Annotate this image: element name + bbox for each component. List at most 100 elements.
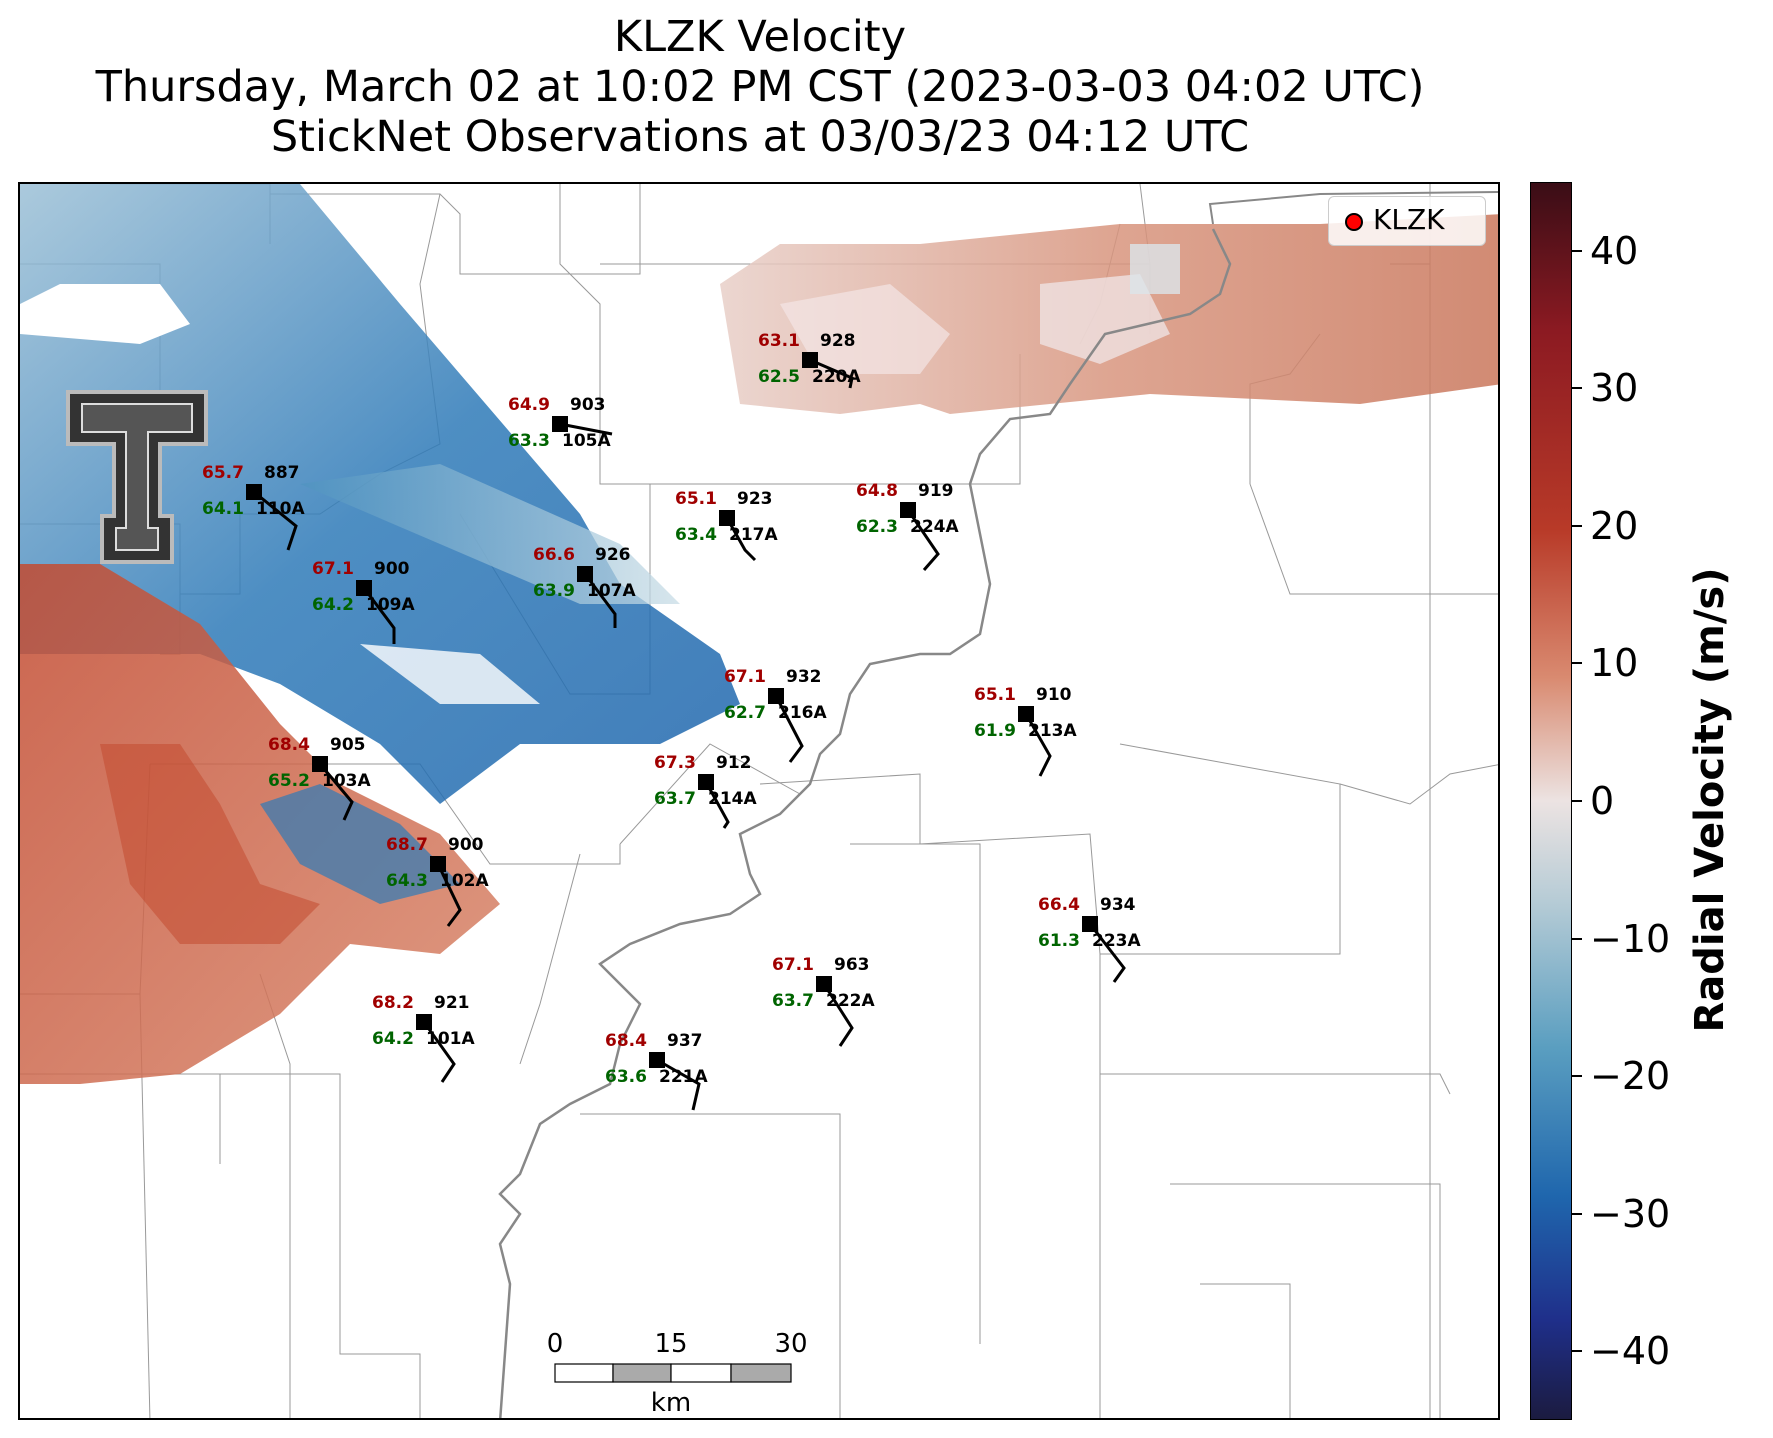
- sticknet-stations: 63.1 928 62.5 220A 64.9 903 63.3 105A 65.7 887 64.…: [202, 331, 1141, 1111]
- colorbar-tick-mark: [1572, 387, 1582, 390]
- colorbar-tick-mark: [1572, 1075, 1582, 1078]
- river-upper: [1208, 191, 1498, 225]
- station-dewpoint: 62.3: [856, 517, 898, 537]
- station-pressure: 910: [1036, 685, 1072, 705]
- station-temperature: 65.7: [202, 463, 244, 483]
- station-pressure: 905: [330, 735, 366, 755]
- wind-barb: [822, 983, 854, 1047]
- wind-barb: [559, 422, 613, 436]
- station-dewpoint: 65.2: [268, 771, 310, 791]
- station-dewpoint: 63.6: [605, 1067, 647, 1087]
- station-model: 66.6 926 63.9 107A: [533, 545, 636, 628]
- wind-barb: [1088, 923, 1126, 983]
- station-pressure: 887: [264, 463, 300, 483]
- station-model: 67.1 900 64.2 109A: [312, 559, 415, 644]
- legend-label: KLZK: [1373, 203, 1445, 236]
- station-pressure: 932: [786, 667, 822, 687]
- station-dewpoint: 64.3: [386, 871, 428, 891]
- map-canvas: 63.1 928 62.5 220A 64.9 903 63.3 105A 65.7 887 64.…: [20, 184, 1498, 1418]
- station-id: 220A: [812, 367, 861, 387]
- station-model: 65.1 923 63.4 217A: [675, 489, 778, 562]
- station-pressure: 900: [374, 559, 410, 579]
- radar-site-marker-icon: [1345, 213, 1363, 231]
- river: [498, 228, 1232, 1418]
- station-id: 223A: [1092, 931, 1141, 951]
- colorbar-tick-label: 40: [1590, 228, 1639, 273]
- station-id: 105A: [562, 431, 611, 451]
- colorbar-tick-label: −20: [1590, 1054, 1671, 1099]
- station-id: 107A: [587, 581, 636, 601]
- wind-barb: [656, 1058, 701, 1111]
- station-id: 222A: [826, 991, 875, 1011]
- station-model: 64.8 919 62.3 224A: [856, 481, 959, 571]
- wind-barb: [906, 509, 940, 571]
- colorbar-tick-mark: [1572, 249, 1582, 252]
- logo-mark: [62, 386, 212, 568]
- station-dewpoint: 63.7: [654, 789, 696, 809]
- station-marker: [430, 856, 446, 872]
- colorbar-tick-mark: [1572, 662, 1582, 665]
- station-temperature: 67.1: [772, 955, 814, 975]
- scale-label-0: 0: [546, 1329, 564, 1359]
- station-id: 109A: [366, 595, 415, 615]
- station-pressure: 928: [820, 331, 856, 351]
- station-dewpoint: 63.7: [772, 991, 814, 1011]
- station-pressure: 919: [918, 481, 954, 501]
- wind-barb: [436, 863, 462, 927]
- colorbar-tick-label: 10: [1590, 641, 1639, 686]
- wind-barb: [725, 517, 757, 562]
- station-marker: [312, 756, 328, 772]
- map-legend: KLZK: [1328, 196, 1486, 246]
- colorbar-tick-label: 30: [1590, 366, 1639, 411]
- scale-bar: [554, 1363, 792, 1383]
- wind-barb: [809, 358, 854, 389]
- wind-barb: [362, 587, 396, 644]
- station-model: 67.1 932 62.7 216A: [724, 667, 827, 763]
- station-pressure: 923: [737, 489, 773, 509]
- station-dewpoint: 63.3: [508, 431, 550, 451]
- colorbar-tick-mark: [1572, 1212, 1582, 1215]
- station-marker: [768, 688, 784, 704]
- station-model: 65.7 887 64.1 110A: [202, 463, 305, 551]
- station-model: 66.4 934 61.3 223A: [1038, 895, 1141, 983]
- station-model: 64.9 903 63.3 105A: [508, 395, 613, 451]
- station-temperature: 65.1: [675, 489, 717, 509]
- station-marker: [416, 1014, 432, 1030]
- plot-subtitle-time: Thursday, March 02 at 10:02 PM CST (2023…: [95, 62, 1425, 112]
- wind-barb: [422, 1021, 456, 1083]
- station-dewpoint: 64.2: [312, 595, 354, 615]
- station-model: 67.3 912 63.7 214A: [654, 753, 757, 829]
- station-model: 63.1 928 62.5 220A: [758, 331, 861, 389]
- station-marker: [900, 502, 916, 518]
- station-marker: [1018, 706, 1034, 722]
- station-marker: [552, 416, 568, 432]
- station-dewpoint: 61.9: [974, 721, 1016, 741]
- station-temperature: 64.9: [508, 395, 550, 415]
- station-pressure: 921: [434, 993, 470, 1013]
- colorbar-label: Radial Velocity (m/s): [1687, 567, 1733, 1033]
- station-pressure: 937: [667, 1031, 703, 1051]
- scale-unit: km: [650, 1388, 692, 1418]
- station-dewpoint: 61.3: [1038, 931, 1080, 951]
- station-pressure: 900: [448, 835, 484, 855]
- colorbar-tick-label: 20: [1590, 503, 1639, 548]
- station-pressure: 926: [595, 545, 631, 565]
- station-id: 110A: [256, 499, 305, 519]
- station-marker: [802, 352, 818, 368]
- station-pressure: 963: [834, 955, 870, 975]
- station-temperature: 68.4: [605, 1031, 647, 1051]
- station-temperature: 64.8: [856, 481, 898, 501]
- wind-barb: [774, 695, 804, 763]
- station-pressure: 912: [716, 753, 752, 773]
- wind-barb: [1024, 713, 1052, 777]
- colorbar-tick-label: −10: [1590, 916, 1671, 961]
- station-id: 214A: [708, 789, 757, 809]
- station-dewpoint: 64.1: [202, 499, 244, 519]
- station-model: 67.1 963 63.7 222A: [772, 955, 875, 1047]
- plot-title: KLZK Velocity: [613, 12, 907, 62]
- station-id: 103A: [322, 771, 371, 791]
- station-id: 216A: [778, 703, 827, 723]
- colorbar-tick-label: −40: [1590, 1329, 1671, 1374]
- station-model: 68.4 937 63.6 221A: [605, 1031, 708, 1111]
- wind-barb: [704, 781, 730, 829]
